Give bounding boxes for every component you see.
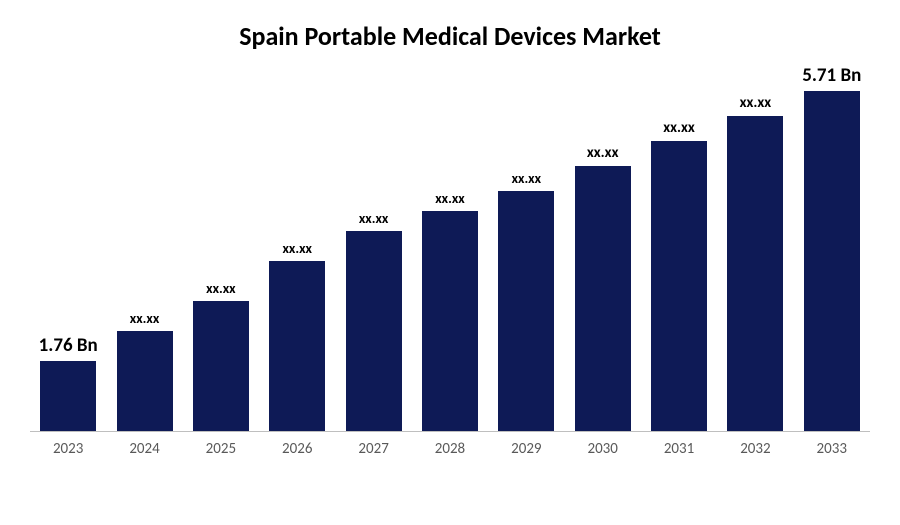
x-axis-label: 2027 [336,434,412,462]
bar-value-label: xx.xx [435,190,464,207]
bar [40,361,96,431]
bar-group: xx.xx [717,94,793,431]
x-axis-label: 2028 [412,434,488,462]
bar-group: xx.xx [641,119,717,431]
bar-group: 1.76 Bn [30,334,106,431]
bar [498,191,554,431]
bar-value-label: xx.xx [740,94,772,112]
x-axis-label: 2030 [565,434,641,462]
bar-value-label: xx.xx [663,119,695,137]
bar [269,261,325,431]
bar [422,211,478,431]
bar-group: 5.71 Bn [794,64,870,431]
x-axis-label: 2024 [107,434,183,462]
x-axis-label: 2031 [641,434,717,462]
bar-value-label: 5.71 Bn [802,64,861,87]
x-axis-label: 2026 [259,434,335,462]
bar-group: xx.xx [488,170,564,431]
bar [804,91,860,431]
bar-value-label: xx.xx [512,170,541,187]
bar-group: xx.xx [259,240,335,431]
bar-group: xx.xx [336,210,412,431]
x-axis-label: 2025 [183,434,259,462]
bar-value-label: xx.xx [587,144,619,162]
bar-group: xx.xx [107,310,183,431]
x-axis: 2023202420252026202720282029203020312032… [30,434,870,462]
bar-value-label: 1.76 Bn [39,334,98,357]
x-axis-label: 2029 [488,434,564,462]
bar [346,231,402,431]
bar-value-label: xx.xx [130,310,159,327]
x-axis-label: 2032 [717,434,793,462]
chart-container: Spain Portable Medical Devices Market 1.… [0,0,900,525]
chart-title: Spain Portable Medical Devices Market [30,20,870,52]
bar-group: xx.xx [183,280,259,431]
plot-area: 1.76 Bn xx.xx xx.xx xx.xx xx.xx xx.xx xx.xx xx.… [30,62,870,462]
bar [651,141,707,431]
bar [117,331,173,431]
bars-row: 1.76 Bn xx.xx xx.xx xx.xx xx.xx xx.xx xx.xx xx.… [30,62,870,432]
bar [193,301,249,431]
x-axis-label: 2033 [794,434,870,462]
bar-value-label: xx.xx [283,240,312,257]
bar [727,116,783,431]
bar-group: xx.xx [565,144,641,431]
bar-group: xx.xx [412,190,488,431]
bar-value-label: xx.xx [206,280,235,297]
bar [575,166,631,431]
x-axis-label: 2023 [30,434,106,462]
bar-value-label: xx.xx [359,210,388,227]
